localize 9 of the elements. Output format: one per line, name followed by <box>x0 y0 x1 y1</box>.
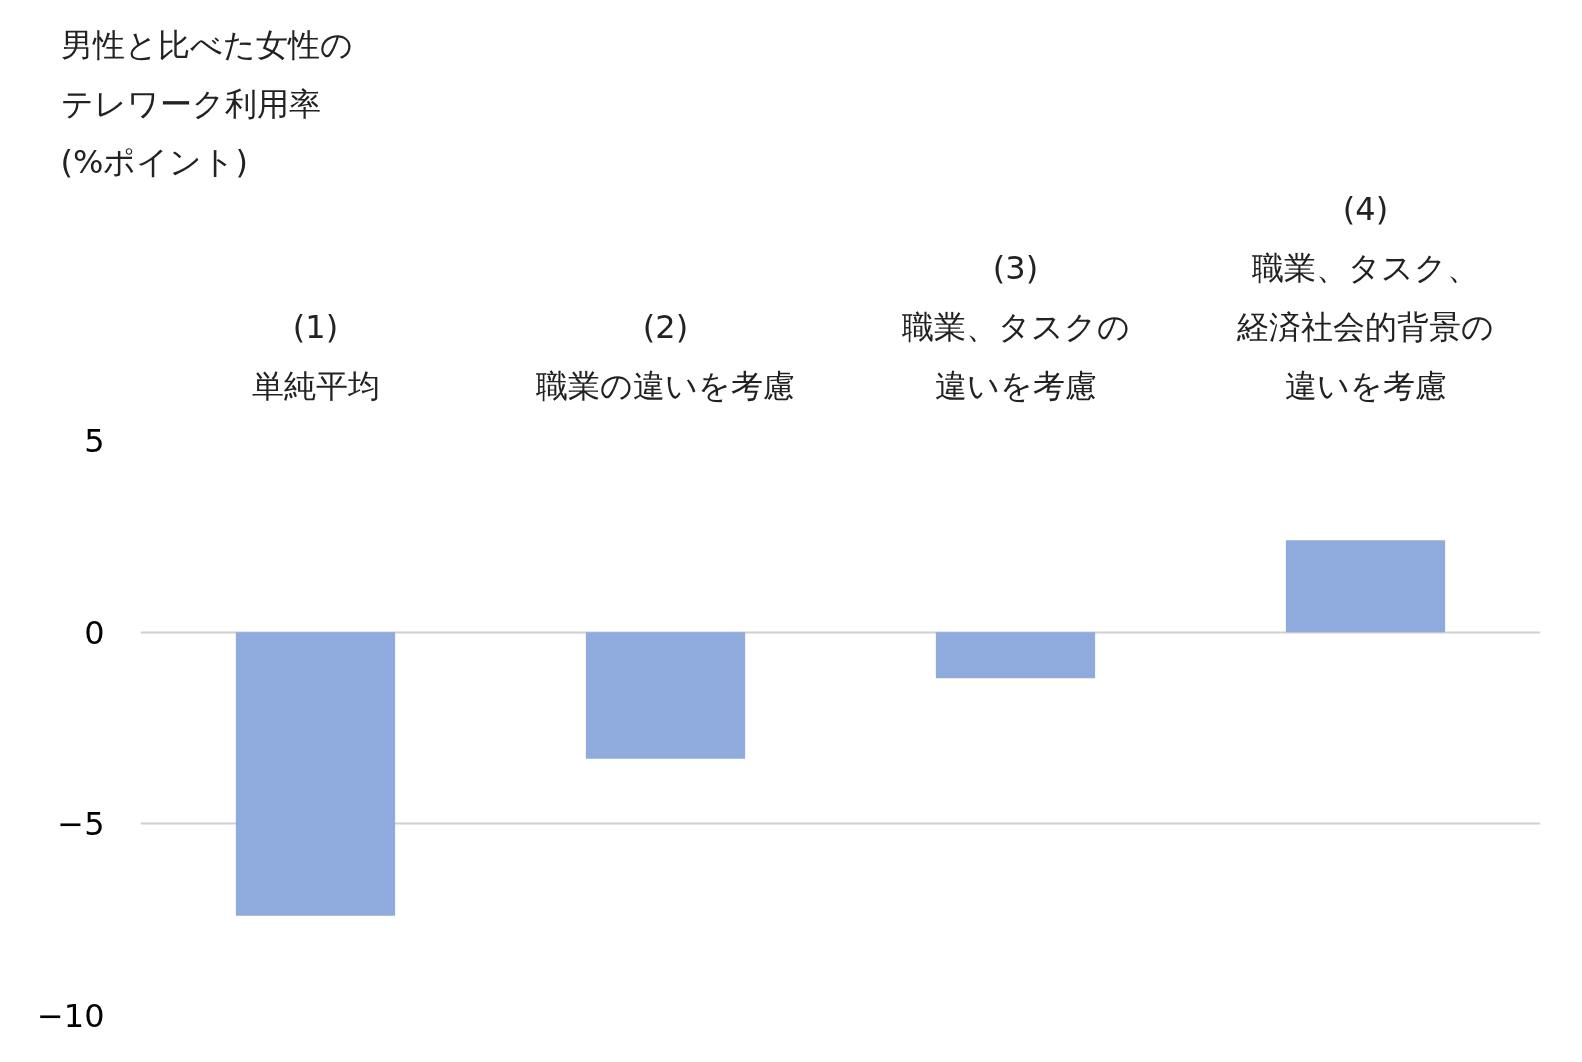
x-tick-label: (1) 単純平均 <box>251 307 380 405</box>
y-axis-title: 男性と比べた女性のテレワーク利用率 (%ポイント) <box>60 25 353 182</box>
y-tick-label: 0 <box>84 613 105 652</box>
y-tick-label: −10 <box>36 997 105 1035</box>
x-tick-label: (4) 職業、タスク、経済社会的背景の違いを考慮 <box>1236 189 1494 405</box>
y-tick-label: 5 <box>84 422 105 460</box>
y-tick-label: −5 <box>57 805 105 844</box>
x-tick-label: (2) 職業の違いを考慮 <box>536 307 795 405</box>
x-tick-label: (3) 職業、タスクの違いを考慮 <box>901 248 1130 405</box>
